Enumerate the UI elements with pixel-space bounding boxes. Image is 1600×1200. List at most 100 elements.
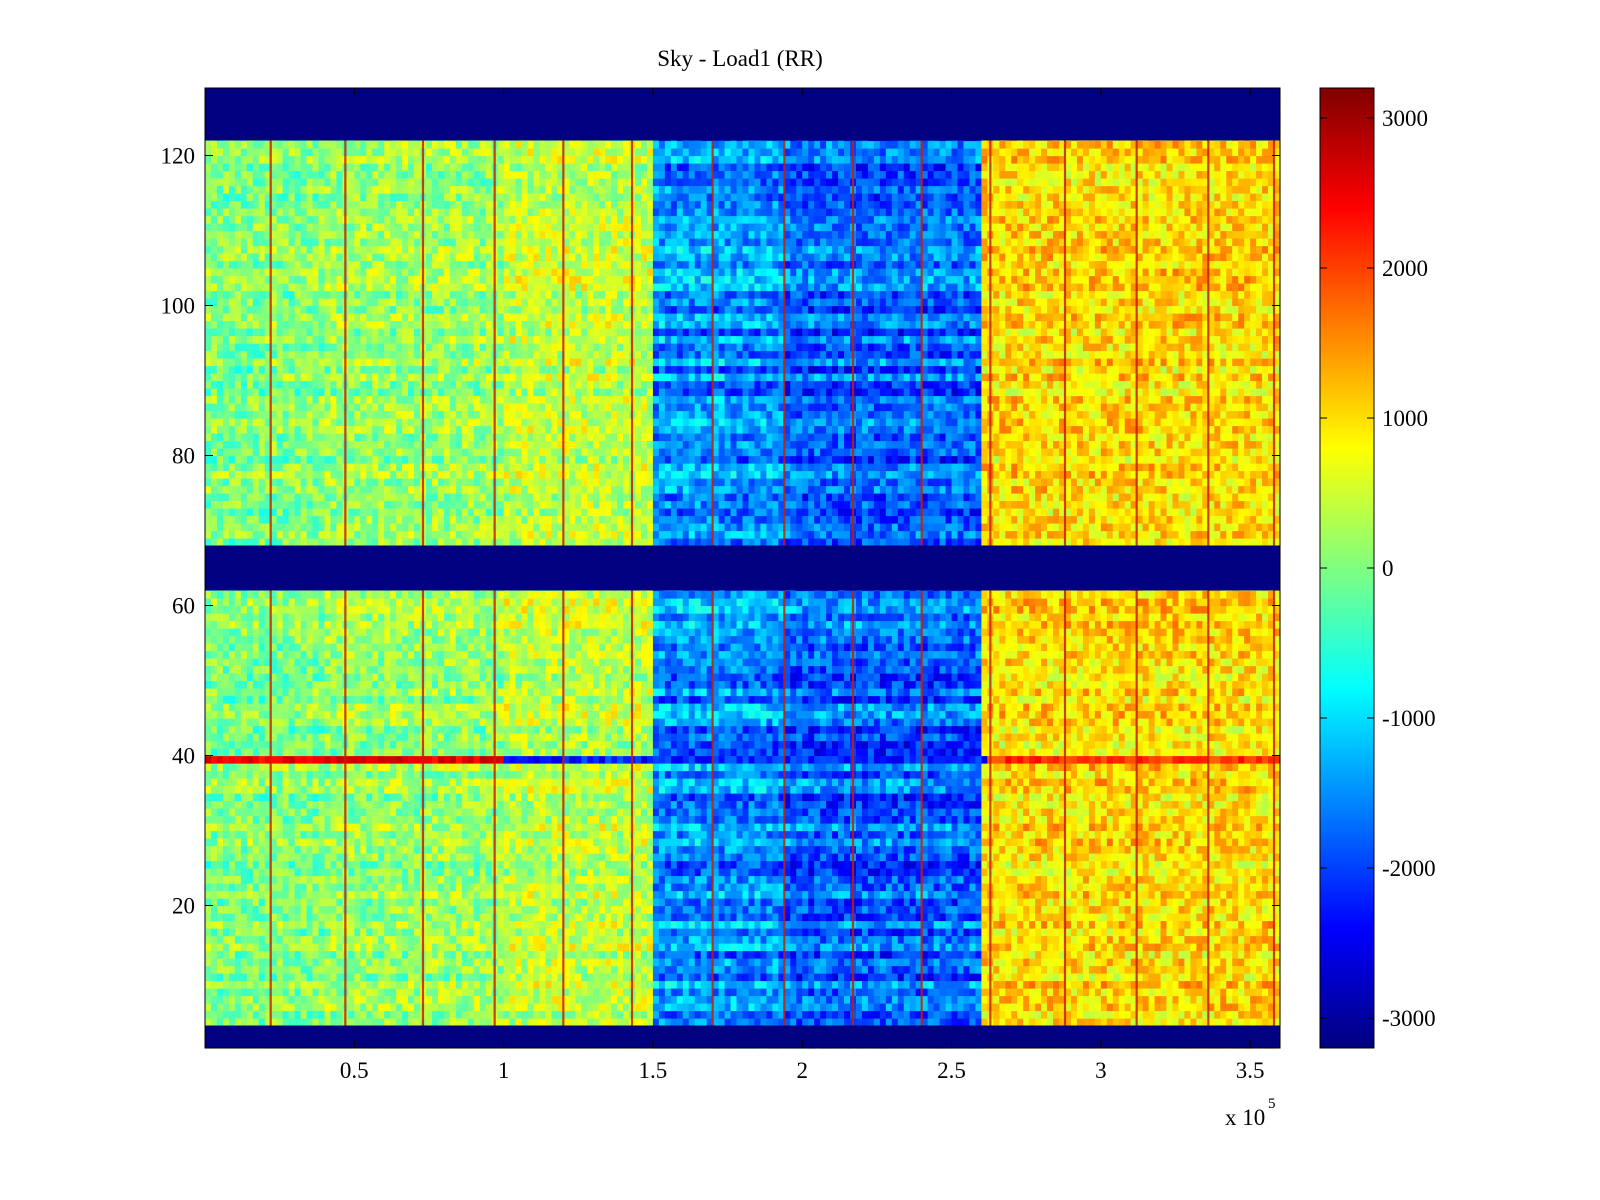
heatmap-cell: [312, 868, 320, 877]
heatmap-cell: [1262, 868, 1269, 877]
heatmap-cell: [1041, 890, 1048, 899]
heatmap-cell: [640, 1003, 648, 1012]
heatmap-cell: [664, 980, 672, 989]
heatmap-cell: [384, 838, 391, 847]
heatmap-cell: [521, 898, 529, 907]
heatmap-cell: [593, 943, 600, 952]
heatmap-cell: [748, 958, 756, 967]
heatmap-cell: [1035, 958, 1042, 967]
heatmap-cell: [324, 1003, 332, 1012]
heatmap-cell: [569, 1010, 576, 1019]
heatmap-cell: [240, 928, 248, 937]
heatmap-cell: [246, 845, 254, 854]
heatmap-cell: [581, 868, 588, 877]
heatmap-cell: [748, 1018, 756, 1027]
heatmap-cell: [891, 935, 899, 944]
heatmap-cell: [276, 943, 284, 952]
heatmap-cell: [736, 845, 744, 854]
heatmap-cell: [1220, 973, 1227, 982]
heatmap-cell: [599, 988, 606, 997]
heatmap-cell: [993, 965, 1000, 974]
heatmap-cell: [431, 920, 439, 929]
heatmap-cell: [897, 1003, 905, 1012]
heatmap-cell: [915, 943, 923, 952]
heatmap-cell: [802, 920, 809, 929]
heatmap-cell: [1196, 935, 1203, 944]
heatmap-cell: [611, 868, 618, 877]
heatmap-cell: [730, 883, 738, 892]
heatmap-cell: [1196, 913, 1203, 922]
heatmap-cell: [682, 920, 690, 929]
heatmap-cell: [1094, 883, 1102, 892]
heatmap-cell: [252, 1010, 260, 1019]
heatmap-cell: [252, 950, 260, 959]
heatmap-cell: [1250, 868, 1257, 877]
heatmap-cell: [569, 1018, 576, 1027]
heatmap-cell: [1226, 958, 1233, 967]
heatmap-cell: [240, 905, 248, 914]
heatmap-cell: [885, 1010, 893, 1019]
heatmap-cell: [879, 845, 887, 854]
heatmap-cell: [1208, 883, 1215, 892]
heatmap-cell: [652, 958, 660, 967]
heatmap-cell: [1082, 943, 1090, 952]
heatmap-cell: [802, 1010, 809, 1019]
heatmap-cell: [754, 913, 762, 922]
heatmap-cell: [282, 913, 290, 922]
heatmap-cell: [396, 1018, 403, 1027]
heatmap-cell: [276, 935, 284, 944]
heatmap-cell: [551, 995, 558, 1004]
heatmap-cell: [736, 920, 744, 929]
heatmap-cell: [1118, 1010, 1126, 1019]
heatmap-cell: [479, 958, 487, 967]
heatmap-cell: [557, 958, 564, 967]
heatmap-cell: [252, 965, 260, 974]
heatmap-cell: [557, 988, 564, 997]
heatmap-cell: [1196, 943, 1203, 952]
heatmap-cell: [515, 1018, 523, 1027]
heatmap-cell: [772, 943, 779, 952]
heatmap-cell: [258, 965, 266, 974]
heatmap-cell: [408, 875, 415, 884]
heatmap-cell: [957, 973, 965, 982]
heatmap-cell: [533, 958, 541, 967]
heatmap-cell: [1065, 883, 1072, 892]
heatmap-cell: [443, 860, 451, 869]
heatmap-cell: [234, 890, 242, 899]
heatmap-cell: [1262, 1018, 1269, 1027]
heatmap-cell: [276, 875, 284, 884]
heatmap-cell: [969, 1018, 977, 1027]
heatmap-cell: [282, 905, 290, 914]
heatmap-cell: [718, 995, 726, 1004]
heatmap-cell: [1268, 935, 1275, 944]
heatmap-cell: [461, 958, 469, 967]
heatmap-cell: [1256, 905, 1263, 914]
heatmap-cell: [599, 845, 606, 854]
heatmap-cell: [844, 905, 851, 914]
heatmap-cell: [575, 890, 582, 899]
heatmap-cell: [467, 988, 475, 997]
heatmap-cell: [838, 935, 845, 944]
heatmap-cell: [1184, 935, 1192, 944]
heatmap-cell: [652, 920, 660, 929]
heatmap-cell: [294, 853, 302, 862]
heatmap-cell: [646, 1018, 654, 1027]
heatmap-cell: [796, 920, 803, 929]
heatmap-cell: [957, 1018, 965, 1027]
heatmap-cell: [975, 890, 982, 899]
heatmap-cell: [503, 950, 511, 959]
heatmap-cell: [1106, 973, 1114, 982]
heatmap-cell: [605, 995, 612, 1004]
heatmap-cell: [736, 838, 744, 847]
heatmap-cell: [372, 905, 379, 914]
heatmap-cell: [575, 860, 582, 869]
heatmap-cell: [216, 928, 224, 937]
heatmap-cell: [903, 853, 911, 862]
heatmap-cell: [921, 868, 929, 877]
heatmap-cell: [623, 1018, 630, 1027]
heatmap-cell: [318, 965, 326, 974]
heatmap-cell: [443, 838, 451, 847]
heatmap-cell: [909, 1010, 917, 1019]
heatmap-cell: [497, 838, 505, 847]
heatmap-cell: [760, 928, 767, 937]
